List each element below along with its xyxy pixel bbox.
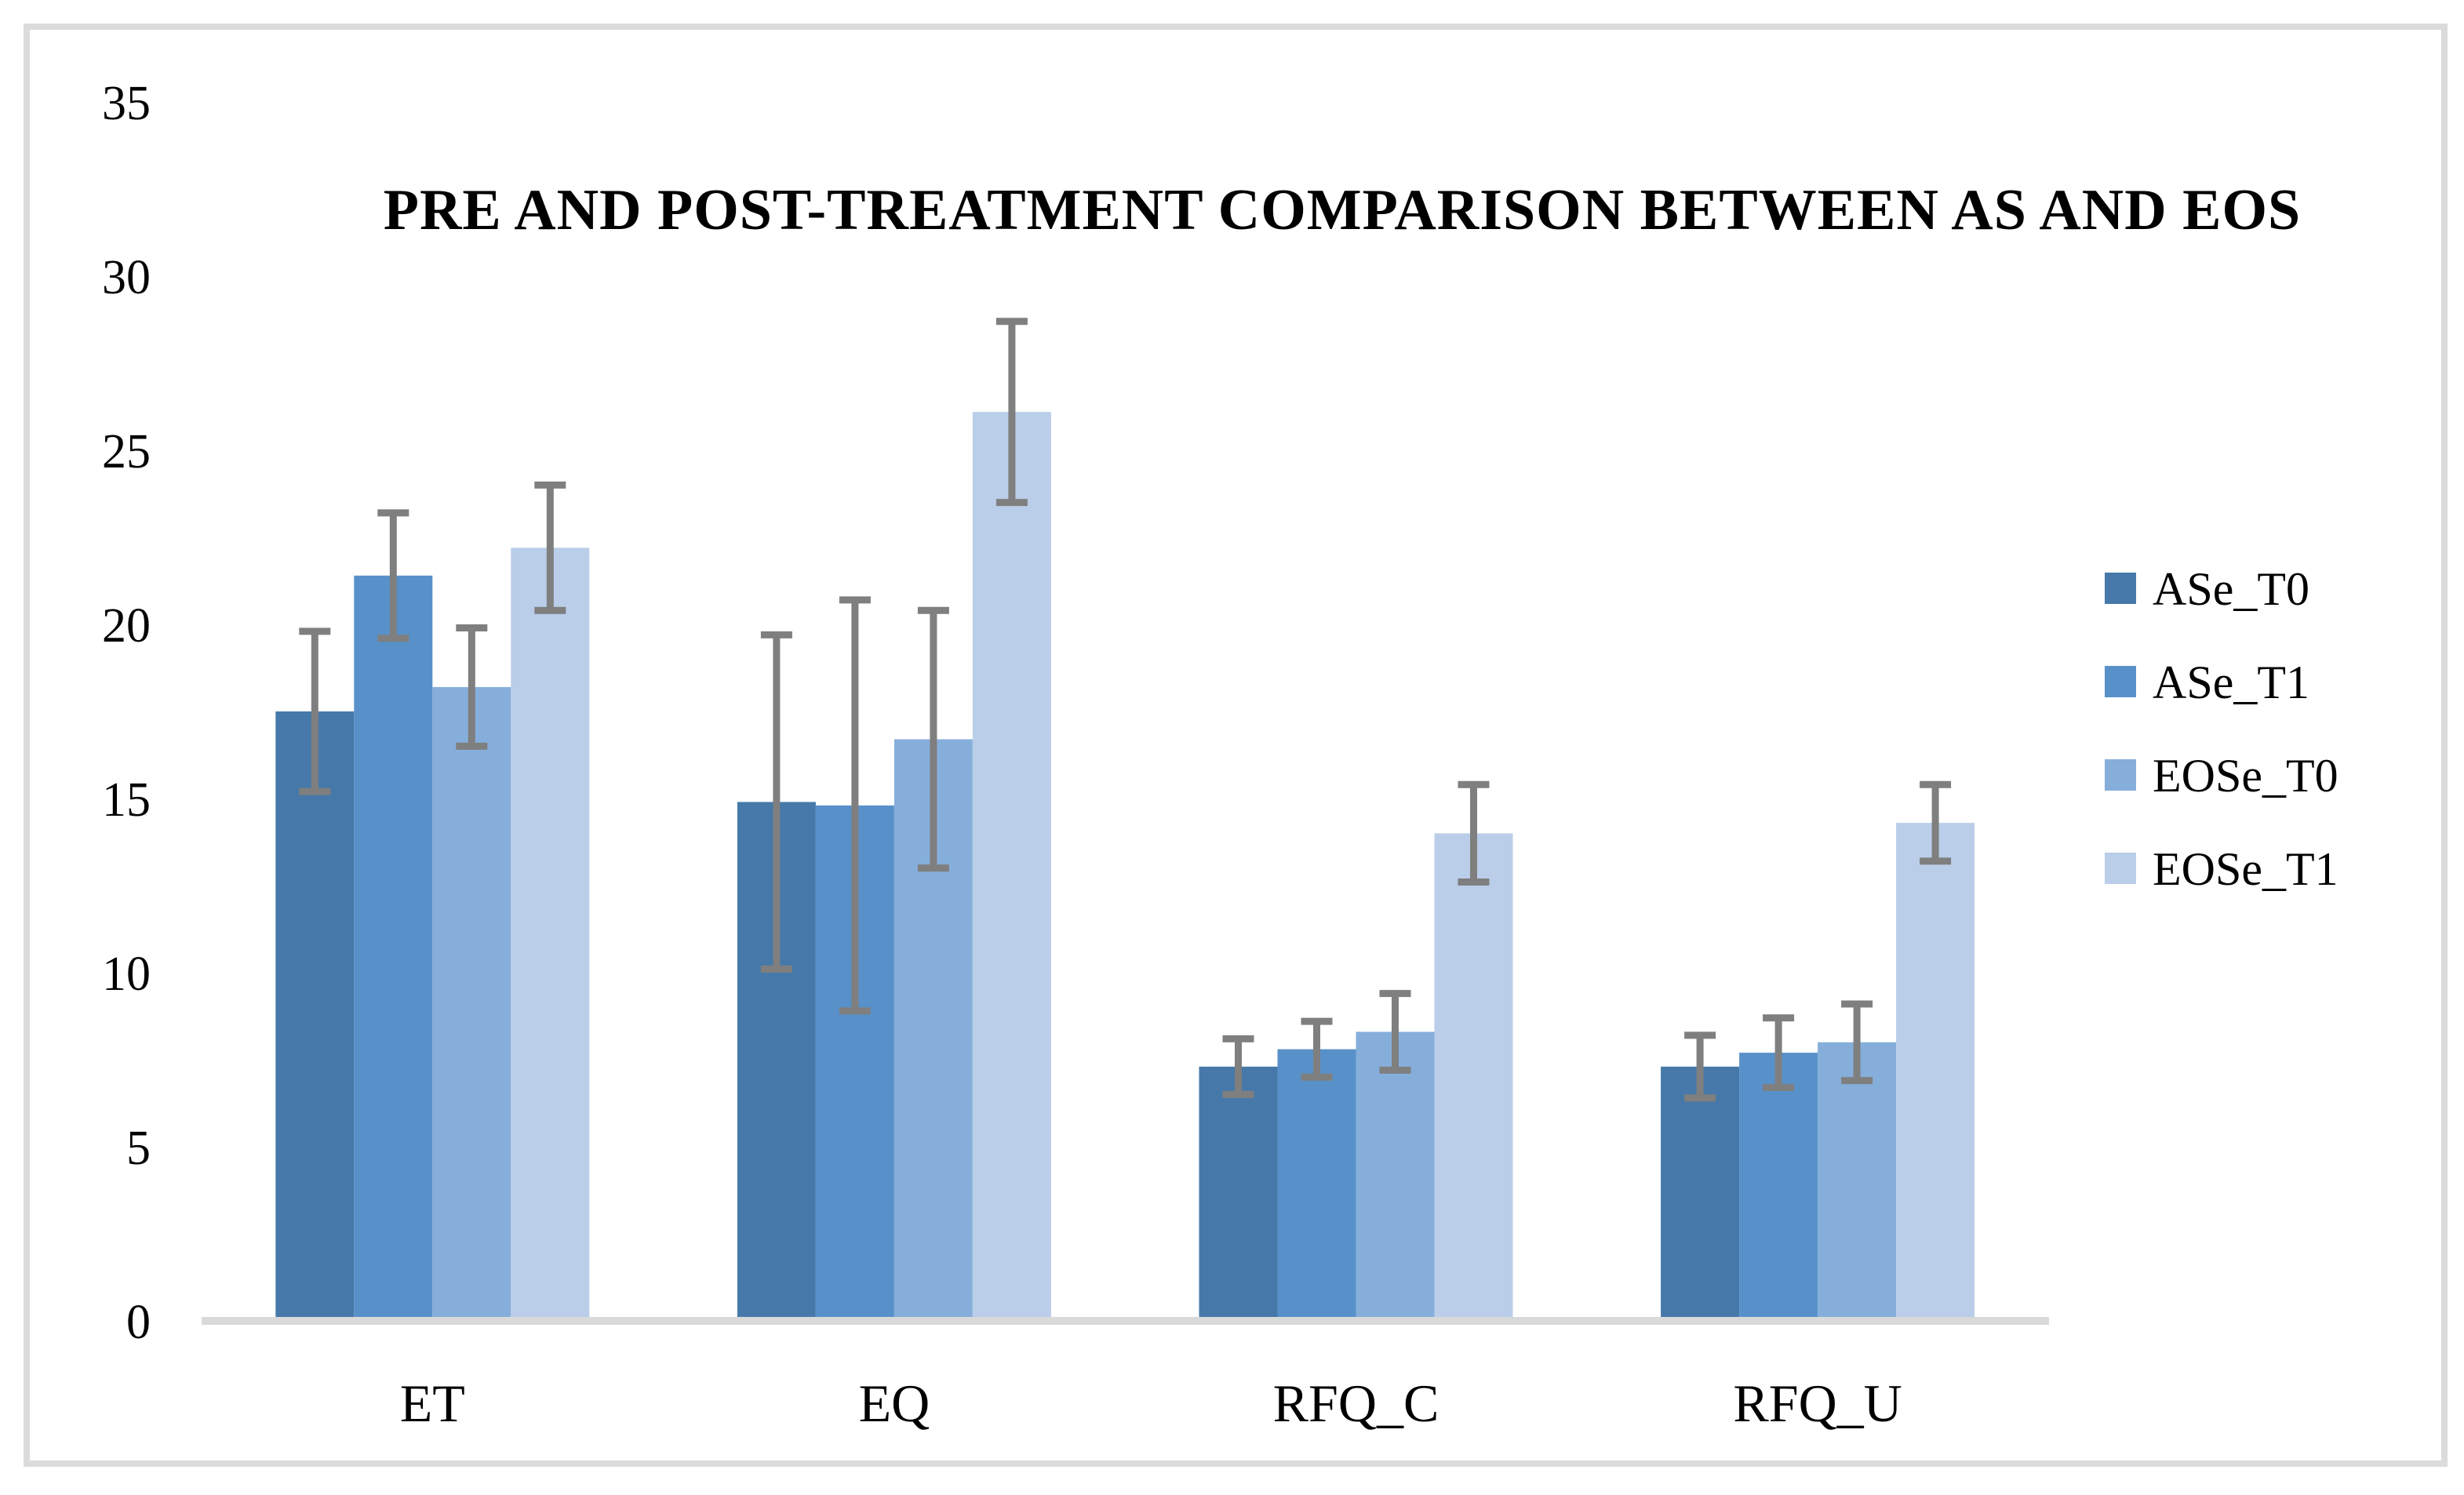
- error-bar-ET-EOSe_T1: [534, 481, 566, 614]
- legend-label-EOSe_T1: EOSe_T1: [2153, 843, 2338, 895]
- error-bar-EQ-EOSe_T0: [917, 606, 949, 872]
- y-axis-tick-labels: 0 5 10 15 20 25 30 35: [102, 77, 151, 1349]
- y-tick-label-30: 30: [102, 251, 151, 304]
- error-bar-ET-ASe_T1: [377, 509, 409, 642]
- error-bar-EQ-ASe_T1: [839, 596, 871, 1015]
- y-tick-label-0: 0: [126, 1296, 151, 1349]
- legend-swatch-EOSe_T0: [2105, 759, 2136, 791]
- legend: ASe_T0 ASe_T1 EOSe_T0 EOSe_T1: [2105, 563, 2338, 895]
- bar-RFQ_U-ASe_T1: [1739, 1053, 1818, 1321]
- y-tick-label-15: 15: [102, 773, 151, 827]
- x-axis-labels: ET EQ RFQ_C RFQ_U: [400, 1373, 1902, 1433]
- legend-label-ASe_T0: ASe_T0: [2153, 563, 2309, 615]
- bar-RFQ_C-EOSe_T1: [1434, 833, 1513, 1321]
- bar-RFQ_U-EOSe_T1: [1896, 823, 1975, 1321]
- x-category-label-EQ: EQ: [859, 1373, 930, 1433]
- error-bar-RFQ_C-ASe_T0: [1222, 1035, 1254, 1098]
- bar-EQ-EOSe_T1: [972, 412, 1051, 1322]
- error-bar-RFQ_U-ASe_T0: [1684, 1031, 1716, 1102]
- y-tick-label-5: 5: [126, 1122, 151, 1175]
- legend-swatch-ASe_T1: [2105, 666, 2136, 697]
- legend-swatch-EOSe_T1: [2105, 853, 2136, 884]
- error-bar-RFQ_C-EOSe_T1: [1458, 780, 1490, 886]
- x-category-label-RFQ_U: RFQ_U: [1733, 1373, 1902, 1433]
- legend-label-EOSe_T0: EOSe_T0: [2153, 750, 2338, 802]
- error-bar-RFQ_U-EOSe_T1: [1920, 780, 1952, 865]
- error-bar-RFQ_C-EOSe_T0: [1379, 990, 1411, 1074]
- error-bar-ET-EOSe_T0: [456, 624, 488, 750]
- bar-RFQ_C-EOSe_T0: [1356, 1031, 1435, 1321]
- chart-title: PRE AND POST-TREATMENT COMPARISON BETWEE…: [384, 178, 2301, 242]
- y-tick-label-25: 25: [102, 425, 151, 478]
- error-bar-EQ-ASe_T0: [760, 631, 792, 973]
- x-category-label-ET: ET: [400, 1373, 465, 1433]
- bar-ET-EOSe_T1: [511, 547, 590, 1321]
- error-bars-layer: [299, 318, 1952, 1102]
- y-tick-label-35: 35: [102, 77, 151, 130]
- bars-layer: [275, 412, 1975, 1322]
- bar-ET-ASe_T0: [275, 711, 355, 1321]
- legend-swatch-ASe_T0: [2105, 573, 2136, 604]
- error-bar-RFQ_U-ASe_T1: [1763, 1014, 1795, 1092]
- error-bar-RFQ_U-EOSe_T0: [1841, 1000, 1873, 1085]
- bar-RFQ_U-EOSe_T0: [1818, 1042, 1897, 1321]
- error-bar-ET-ASe_T0: [299, 627, 331, 795]
- bar-RFQ_U-ASe_T0: [1661, 1066, 1740, 1321]
- x-category-label-RFQ_C: RFQ_C: [1273, 1373, 1439, 1433]
- error-bar-RFQ_C-ASe_T1: [1301, 1017, 1333, 1081]
- bar-ET-ASe_T1: [354, 575, 433, 1321]
- y-tick-label-20: 20: [102, 599, 151, 653]
- bar-RFQ_C-ASe_T0: [1199, 1066, 1278, 1321]
- error-bar-EQ-EOSe_T1: [995, 318, 1028, 507]
- legend-label-ASe_T1: ASe_T1: [2153, 657, 2309, 708]
- bar-RFQ_C-ASe_T1: [1277, 1049, 1356, 1321]
- y-tick-label-10: 10: [102, 948, 151, 1001]
- bar-ET-EOSe_T0: [432, 686, 511, 1321]
